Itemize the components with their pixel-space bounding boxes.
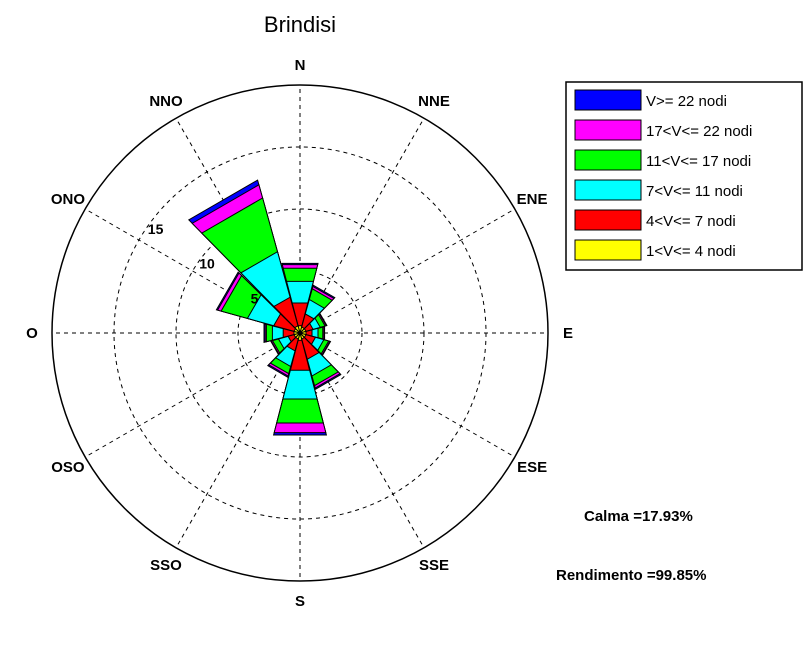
chart-title: Brindisi bbox=[264, 12, 336, 37]
direction-label: E bbox=[563, 325, 573, 342]
legend-swatch bbox=[574, 149, 642, 171]
direction-label: SSE bbox=[419, 557, 449, 574]
direction-label: SSO bbox=[150, 557, 182, 574]
grid-spoke bbox=[84, 332, 301, 458]
legend-label: 11<V<= 17 nodi bbox=[646, 153, 751, 170]
ring-label: 15 bbox=[148, 221, 164, 237]
ring-label: 10 bbox=[199, 256, 215, 272]
direction-label: ESE bbox=[517, 459, 547, 476]
legend-label: 7<V<= 11 nodi bbox=[646, 183, 743, 200]
direction-label: O bbox=[26, 325, 38, 342]
legend-swatch bbox=[574, 209, 642, 231]
legend-swatch bbox=[574, 179, 642, 201]
legend-label: 17<V<= 22 nodi bbox=[646, 123, 752, 140]
calm-percentage: Calma =17.93% bbox=[584, 508, 693, 525]
legend-label: V>= 22 nodi bbox=[646, 93, 727, 110]
petal-segment bbox=[289, 332, 311, 371]
grid-spoke bbox=[299, 332, 516, 458]
direction-label: N bbox=[295, 57, 306, 74]
legend-swatch bbox=[574, 239, 642, 261]
efficiency-percentage: Rendimento =99.85% bbox=[556, 567, 707, 584]
legend-box bbox=[565, 81, 803, 271]
petals bbox=[187, 179, 342, 436]
direction-labels: N NNE ENE E ESE SSE S SSO OSO O ONO NNO bbox=[26, 57, 573, 610]
ring-labels: 5 10 15 bbox=[148, 221, 259, 306]
grid-spoke bbox=[299, 208, 516, 334]
direction-label: NNO bbox=[149, 93, 183, 110]
legend-label: 4<V<= 7 nodi bbox=[646, 213, 736, 230]
direction-label: ENE bbox=[517, 191, 548, 208]
direction-label: ONO bbox=[51, 191, 86, 208]
legend-swatch bbox=[574, 119, 642, 141]
direction-label: OSO bbox=[51, 459, 85, 476]
legend-label: 1<V<= 4 nodi bbox=[646, 243, 736, 260]
outer-circle bbox=[51, 84, 549, 582]
direction-label: S bbox=[295, 593, 305, 610]
ring-label: 5 bbox=[251, 290, 259, 306]
direction-label: NNE bbox=[418, 93, 450, 110]
legend-swatch bbox=[574, 89, 642, 111]
petal-segment bbox=[293, 325, 301, 334]
legend: V>= 22 nodi 17<V<= 22 nodi 11<V<= 17 nodi 7… bbox=[565, 81, 803, 271]
petal-segment bbox=[273, 296, 301, 335]
